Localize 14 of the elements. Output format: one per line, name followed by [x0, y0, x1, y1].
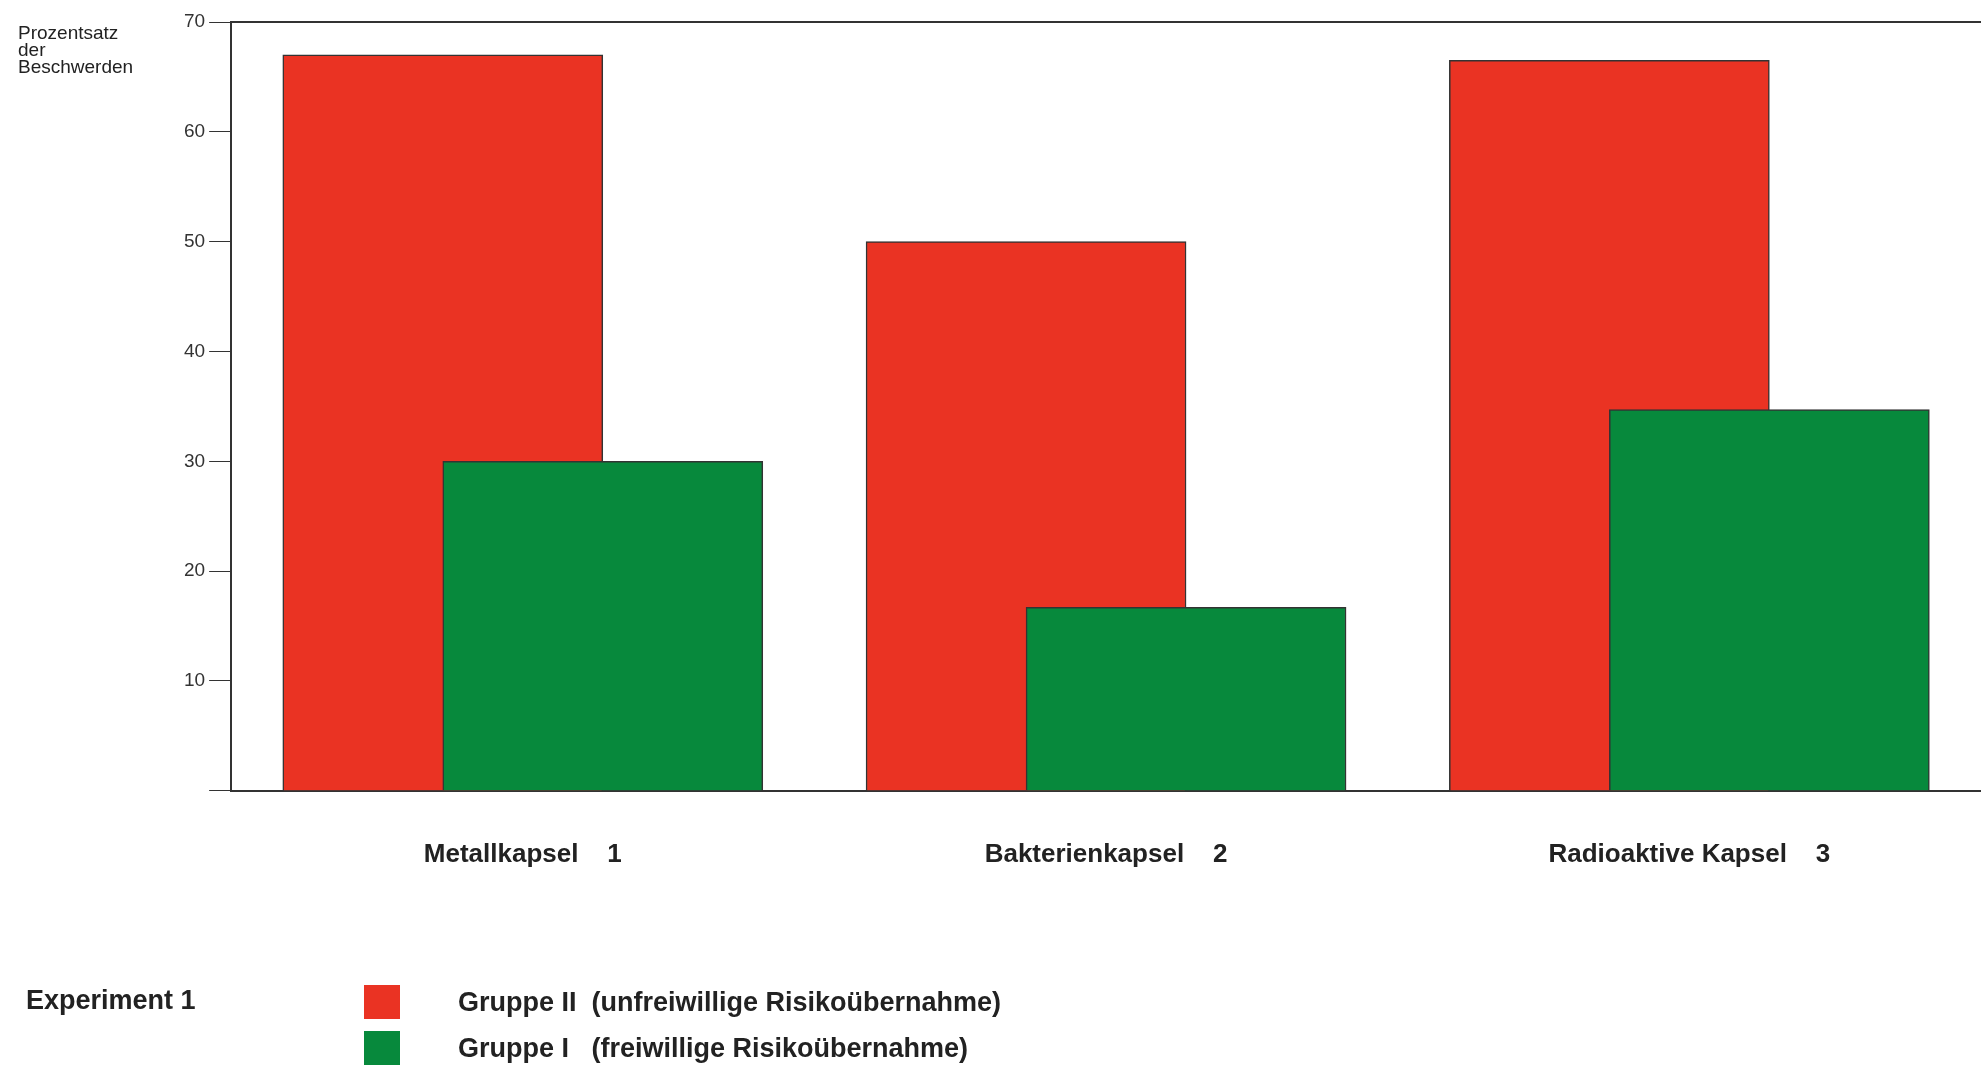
- y-tick-label: 20: [183, 559, 206, 581]
- y-tick-label: 40: [183, 339, 206, 361]
- x-tick-label: Metallkapsel 1: [423, 837, 622, 868]
- legend-label: Gruppe II (unfreiwillige Risikoübernahme): [458, 986, 1002, 1018]
- y-axis-title: Prozentsatz der Beschwerden: [18, 22, 135, 77]
- y-tick-label: 30: [183, 449, 206, 471]
- legend-label: Gruppe I (freiwillige Risikoübernahme): [458, 1032, 969, 1064]
- y-tick-label: 70: [183, 10, 206, 32]
- legend-title: Experiment 1: [26, 985, 196, 1016]
- y-tick-label: 60: [183, 120, 206, 142]
- x-tick-label: Bakterienkapsel 2: [984, 837, 1228, 868]
- x-tick-label: Radioaktive Kapsel 3: [1548, 837, 1831, 868]
- y-tick-label: 50: [183, 229, 206, 251]
- y-tick-label: 10: [183, 669, 206, 691]
